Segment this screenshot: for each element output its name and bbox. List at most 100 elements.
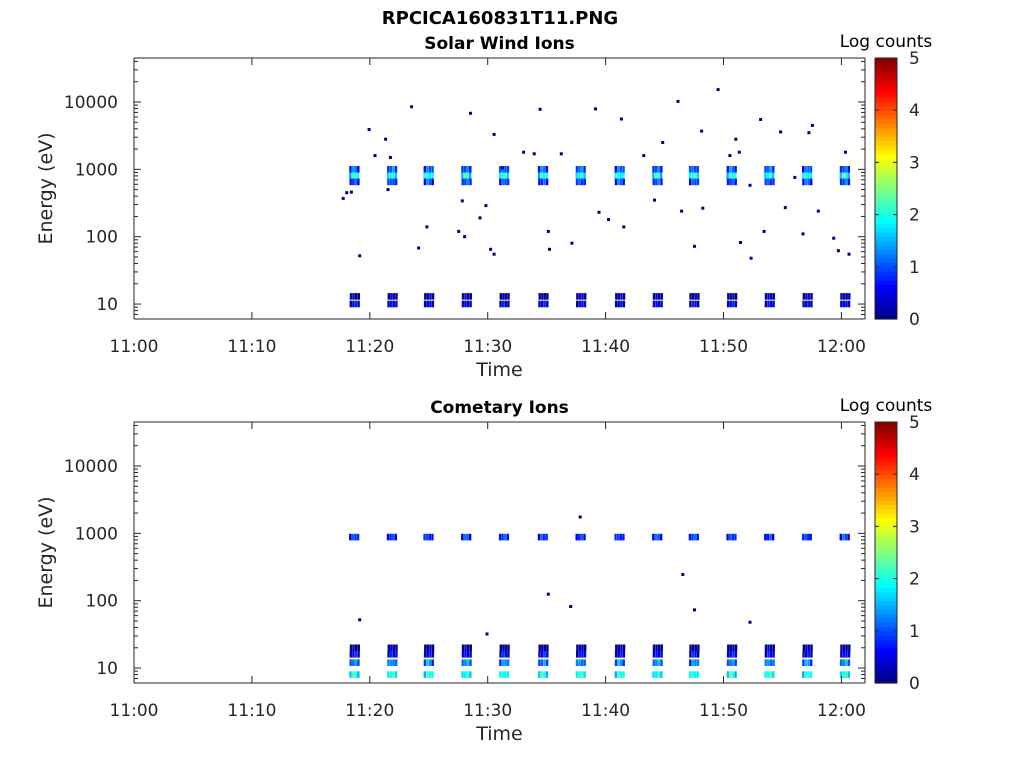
data-cell (697, 644, 700, 652)
data-cell (652, 671, 655, 678)
data-cell (734, 166, 737, 173)
data-cell (394, 166, 398, 173)
data-cell-single (546, 229, 550, 233)
data-cell-single (748, 183, 752, 187)
data-cell (805, 293, 808, 300)
data-cell (839, 172, 842, 180)
data-cell (355, 293, 358, 300)
data-cell (617, 300, 620, 308)
colorbar-frame (874, 57, 898, 320)
data-cell (395, 644, 398, 652)
colorbar-step (875, 166, 897, 172)
data-cell (543, 659, 546, 666)
data-cell (729, 172, 732, 180)
data-cell (502, 293, 505, 300)
data-cell (387, 178, 390, 186)
data-cell (772, 671, 775, 678)
data-cell (802, 651, 805, 658)
data-cell (764, 172, 767, 180)
colorbar-step (875, 292, 897, 298)
data-cell (696, 671, 699, 678)
x-tick-label: 11:50 (699, 701, 748, 721)
data-cell (727, 293, 730, 300)
data-cell (583, 300, 587, 308)
data-cell (537, 166, 541, 173)
data-cell (507, 644, 510, 652)
data-cell (769, 659, 773, 666)
data-cell (652, 293, 656, 300)
data-cell (772, 651, 775, 658)
data-cell (499, 166, 502, 173)
data-cell (840, 651, 843, 658)
data-cell (688, 671, 692, 678)
colorbar-step (875, 630, 897, 636)
data-cell-single (522, 150, 526, 154)
colorbar-step (875, 504, 897, 510)
data-cell (507, 300, 510, 308)
data-cell-single (801, 232, 805, 236)
data-cell (691, 659, 694, 666)
data-cell (652, 533, 655, 541)
data-cell (352, 293, 355, 300)
x-tick-label: 11:40 (581, 701, 630, 721)
spectrogram-cells (341, 88, 851, 308)
data-cell (431, 644, 435, 652)
data-cell (660, 651, 663, 658)
data-cell-single (386, 188, 390, 192)
data-cell (390, 644, 393, 652)
colorbar-step (875, 669, 897, 675)
colorbar-step (875, 461, 897, 467)
data-cell (507, 659, 510, 666)
data-cell (696, 166, 699, 173)
data-cell (357, 651, 360, 658)
data-cell (543, 300, 546, 308)
data-cell (764, 293, 768, 300)
data-cell (652, 178, 655, 186)
x-axis-label: Time (475, 359, 523, 381)
data-cell (729, 659, 732, 666)
colorbar-step (875, 245, 897, 250)
colorbar-step (875, 643, 897, 649)
data-cell-single (622, 225, 626, 229)
data-cell (620, 293, 623, 300)
data-cell (428, 172, 431, 180)
data-cell (354, 533, 357, 541)
data-cell (431, 651, 435, 658)
data-cell (652, 300, 656, 308)
data-cell (354, 659, 358, 666)
data-cell (689, 178, 692, 186)
data-cell (732, 300, 735, 308)
data-cell (764, 671, 767, 678)
data-cell (469, 671, 472, 678)
data-cell (805, 300, 808, 308)
data-cell (769, 651, 773, 658)
data-cell (847, 178, 851, 186)
data-cell (498, 533, 502, 541)
data-cell-single (578, 515, 582, 519)
data-cell (692, 644, 695, 652)
data-cell (394, 533, 397, 541)
data-cell (461, 300, 465, 308)
data-cell (583, 178, 586, 186)
data-cell (804, 172, 807, 180)
data-cell (578, 533, 581, 541)
data-cell (807, 651, 810, 658)
data-cell (504, 293, 508, 300)
data-cell (652, 659, 655, 666)
data-cell (392, 651, 395, 658)
data-cell (542, 533, 546, 541)
colorbar-step (875, 218, 897, 224)
data-cell (468, 533, 472, 541)
data-cell (658, 644, 661, 652)
data-cell (387, 651, 390, 658)
data-cell (654, 671, 658, 678)
data-cell (464, 293, 467, 300)
data-cell (576, 300, 579, 308)
colorbar-step (875, 105, 897, 111)
colorbar-step (875, 665, 897, 671)
colorbar-label: Log counts (840, 32, 933, 52)
data-cell (581, 651, 584, 658)
data-cell-single (737, 150, 741, 154)
data-cell-single (661, 141, 665, 144)
data-cell-single (410, 105, 414, 109)
